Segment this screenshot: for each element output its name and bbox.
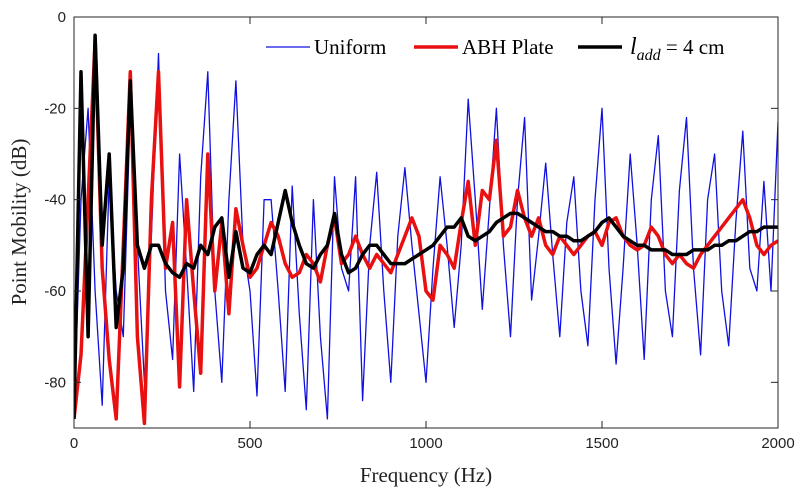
y-axis-label: Point Mobility (dB) — [7, 139, 31, 306]
legend-label: Uniform — [314, 35, 386, 59]
y-tick-label: 0 — [58, 9, 66, 26]
plot-area — [74, 33, 778, 426]
x-tick-label: 1500 — [585, 435, 618, 452]
x-axis-label: Frequency (Hz) — [360, 463, 492, 487]
x-tick-label: 1000 — [409, 435, 442, 452]
legend-box — [262, 28, 776, 66]
y-tick-label: -80 — [44, 374, 66, 391]
legend-label: ladd = 4 cm — [630, 34, 724, 64]
series-line — [74, 52, 778, 420]
x-tick-label: 500 — [237, 435, 262, 452]
y-tick-label: -60 — [44, 283, 66, 300]
legend: Uniform ABH Plate ladd = 4 cm — [262, 28, 776, 66]
y-tick-label: -40 — [44, 192, 66, 209]
legend-label: ABH Plate — [462, 35, 554, 59]
y-tick-label: -20 — [44, 100, 66, 117]
series-line — [74, 38, 778, 426]
series-line — [74, 33, 778, 419]
x-tick-label: 2000 — [761, 435, 794, 452]
x-tick-label: 0 — [70, 435, 78, 452]
